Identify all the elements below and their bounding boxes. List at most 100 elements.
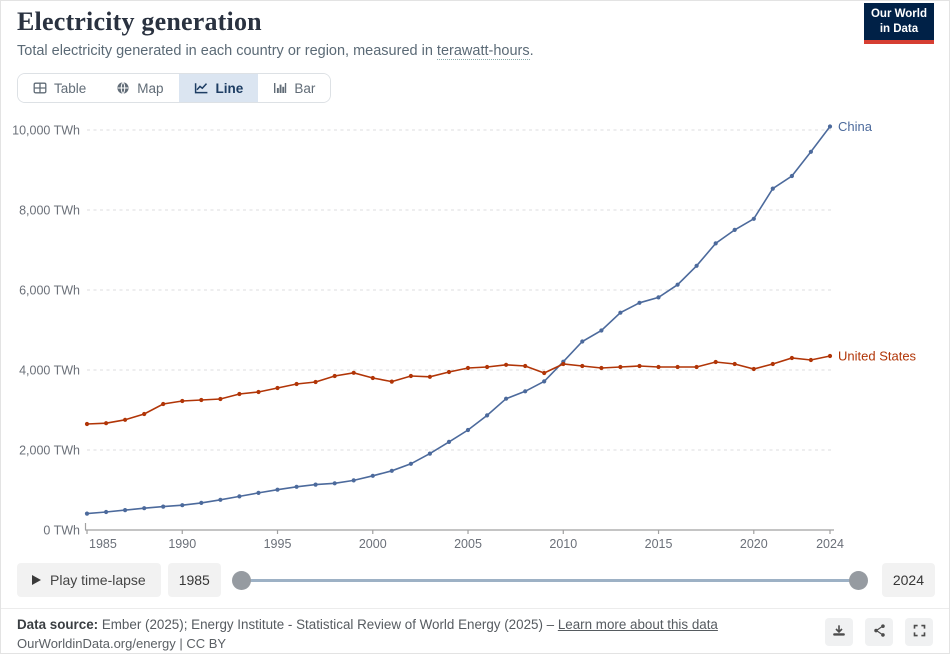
x-axis-label: 2024 — [816, 537, 844, 551]
x-axis-label: 2010 — [549, 537, 577, 551]
series-label-united-states: United States — [838, 349, 917, 364]
x-axis-label: 1990 — [168, 537, 196, 551]
data-point-china — [599, 328, 604, 333]
data-point-united-states — [332, 373, 337, 379]
tab-table[interactable]: Table — [18, 74, 102, 102]
data-point-china — [408, 461, 413, 466]
data-source-text: Ember (2025); Energy Institute - Statist… — [98, 617, 558, 632]
x-axis-label: 1985 — [89, 537, 117, 551]
data-point-united-states — [580, 363, 585, 369]
share-icon — [872, 623, 887, 641]
owid-logo[interactable]: Our World in Data — [863, 3, 934, 44]
x-axis-label: 2015 — [645, 537, 673, 551]
play-icon — [32, 575, 41, 585]
data-point-united-states — [542, 370, 547, 376]
data-source-label: Data source: — [17, 617, 99, 632]
data-point-china — [808, 149, 814, 154]
data-point-united-states — [751, 366, 756, 372]
data-point-china — [656, 295, 661, 300]
data-point-united-states — [123, 417, 128, 422]
data-point-china — [180, 503, 185, 508]
data-point-china — [751, 216, 756, 221]
data-point-china — [351, 478, 356, 483]
share-button[interactable] — [865, 618, 893, 646]
data-point-united-states — [427, 374, 432, 379]
tab-line[interactable]: Line — [178, 74, 259, 102]
tab-bar[interactable]: Bar — [258, 74, 331, 102]
data-point-china — [123, 508, 128, 513]
data-point-china — [637, 300, 642, 305]
y-axis-label: 0 TWh — [43, 524, 80, 538]
data-point-china — [427, 451, 432, 456]
attribution-line: OurWorldinData.org/energy | CC BY — [17, 635, 227, 651]
page-title: Electricity generation — [17, 7, 262, 36]
data-point-china — [389, 468, 394, 473]
data-point-china — [694, 263, 699, 268]
learn-more-link[interactable]: Learn more about this data — [557, 617, 718, 632]
line-chart-icon — [194, 81, 209, 95]
data-point-china — [485, 413, 490, 418]
data-point-united-states — [465, 365, 471, 371]
y-axis-label: 2,000 TWh — [19, 444, 80, 458]
data-point-china — [161, 504, 166, 509]
data-point-china — [294, 484, 299, 489]
data-point-china — [789, 173, 795, 179]
data-point-united-states — [675, 364, 680, 370]
data-point-china — [732, 227, 737, 232]
chart-area: 0 TWh 2,000 TWh 4,000 TWh 6,000 TWh 8,000 TW… — [1, 114, 950, 559]
tab-map[interactable]: Map — [101, 74, 179, 102]
fullscreen-icon — [912, 623, 927, 641]
tab-bar-label: Bar — [294, 80, 316, 96]
data-point-united-states — [656, 364, 661, 370]
data-point-united-states — [446, 369, 452, 375]
data-point-china — [446, 439, 452, 444]
footer-actions — [825, 618, 933, 646]
data-point-china — [256, 490, 261, 495]
download-button[interactable] — [825, 618, 853, 646]
line-chart-svg[interactable]: 0 TWh 2,000 TWh 4,000 TWh 6,000 TWh 8,000 TW… — [1, 114, 950, 559]
timeline-slider[interactable] — [231, 563, 868, 597]
data-point-united-states — [504, 362, 509, 367]
slider-handle-end[interactable] — [848, 571, 868, 590]
tab-table-label: Table — [54, 80, 87, 96]
start-year-chip[interactable]: 1985 — [167, 563, 221, 597]
end-year-chip[interactable]: 2024 — [881, 563, 935, 597]
y-axis-label: 6,000 TWh — [19, 284, 80, 298]
data-point-china — [618, 310, 623, 315]
data-point-united-states — [523, 363, 528, 369]
subtitle-period: . — [529, 43, 534, 59]
slider-handle-start[interactable] — [231, 571, 251, 590]
chart-subtitle: Total electricity generated in each coun… — [17, 43, 829, 60]
globe-icon — [116, 81, 130, 95]
timeline-controls: Play time-lapse 1985 2024 — [17, 563, 935, 597]
data-point-united-states — [789, 355, 795, 361]
series-line-china — [86, 126, 831, 515]
data-point-china — [104, 509, 109, 515]
data-source-line: Data source: Ember (2025); Energy Instit… — [17, 616, 933, 635]
data-point-china — [199, 500, 204, 505]
data-point-china — [332, 481, 337, 486]
data-point-united-states — [561, 361, 566, 367]
data-point-united-states — [275, 385, 280, 391]
data-point-united-states — [313, 379, 318, 385]
terawatt-hours-term-link[interactable]: terawatt-hours — [436, 43, 530, 60]
fullscreen-button[interactable] — [905, 618, 933, 646]
series-line-united-states — [86, 355, 831, 425]
data-point-united-states — [808, 357, 814, 363]
data-point-united-states — [142, 411, 147, 417]
play-timelapse-label: Play time-lapse — [50, 572, 146, 588]
data-point-united-states — [104, 421, 109, 426]
footer: Data source: Ember (2025); Energy Instit… — [1, 608, 949, 653]
data-point-united-states — [637, 363, 642, 369]
data-point-united-states — [389, 379, 394, 384]
play-timelapse-button[interactable]: Play time-lapse — [17, 563, 161, 597]
data-point-china — [542, 379, 547, 384]
data-point-china — [275, 487, 280, 492]
owid-logo-line2: in Data — [879, 22, 919, 35]
data-point-china — [218, 497, 223, 502]
data-point-united-states — [370, 375, 375, 381]
header: Electricity generation Total electricity… — [17, 7, 829, 60]
data-point-united-states — [180, 398, 185, 404]
slider-track[interactable] — [240, 579, 859, 582]
